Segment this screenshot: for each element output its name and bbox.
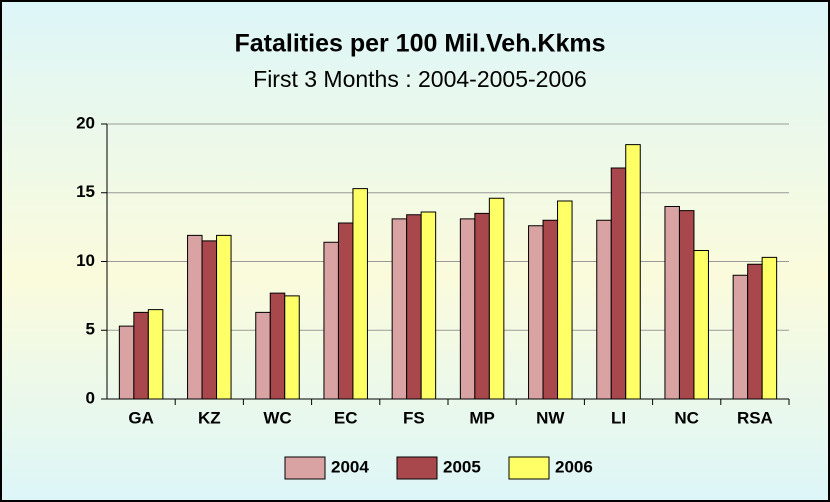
y-tick-label: 0 xyxy=(86,388,95,407)
bar xyxy=(337,222,354,400)
x-tick-label: GA xyxy=(128,408,154,427)
y-tick-label: 15 xyxy=(76,182,95,201)
bar xyxy=(187,234,203,400)
bar xyxy=(693,250,709,400)
legend-label: 2005 xyxy=(443,457,481,476)
y-tick-label: 5 xyxy=(86,320,95,339)
x-tick-label: MP xyxy=(469,408,495,427)
bar xyxy=(323,241,339,400)
bar xyxy=(216,234,232,400)
legend-label: 2004 xyxy=(331,457,369,476)
legend-swatch xyxy=(284,456,326,480)
bar xyxy=(542,219,559,400)
bar xyxy=(678,210,695,400)
bar xyxy=(557,200,573,400)
bar xyxy=(747,263,763,400)
bar xyxy=(391,218,408,400)
bar xyxy=(625,144,641,400)
bar xyxy=(406,214,422,400)
x-tick-label: EC xyxy=(334,408,358,427)
legend-swatch xyxy=(396,456,438,480)
y-tick-label: 10 xyxy=(76,251,95,270)
bar xyxy=(147,309,164,400)
bar xyxy=(255,311,271,400)
bar xyxy=(528,225,544,400)
x-tick-label: RSA xyxy=(737,408,773,427)
bar xyxy=(118,325,135,400)
y-tick-label: 20 xyxy=(76,113,95,132)
bar xyxy=(596,219,612,400)
bar xyxy=(420,211,437,400)
x-tick-label: FS xyxy=(403,408,425,427)
bar xyxy=(732,274,749,400)
bar xyxy=(761,256,778,400)
x-tick-label: WC xyxy=(263,408,291,427)
chart-title: Fatalities per 100 Mil.Veh.Kkms xyxy=(235,30,606,58)
bar xyxy=(488,197,505,400)
bar xyxy=(269,292,286,400)
bar xyxy=(201,240,218,400)
x-tick-label: NW xyxy=(536,408,565,427)
x-tick-label: LI xyxy=(611,408,626,427)
legend-swatch xyxy=(508,456,550,480)
bar xyxy=(133,311,149,400)
chart-subtitle: First 3 Months : 2004-2005-2006 xyxy=(253,66,587,92)
bar xyxy=(352,188,368,400)
bar xyxy=(474,212,490,400)
bar xyxy=(459,218,476,400)
legend-label: 2006 xyxy=(555,457,593,476)
bar xyxy=(664,206,680,400)
bar xyxy=(284,295,300,400)
x-tick-label: NC xyxy=(674,408,699,427)
x-tick-label: KZ xyxy=(198,408,221,427)
bar xyxy=(610,167,627,400)
